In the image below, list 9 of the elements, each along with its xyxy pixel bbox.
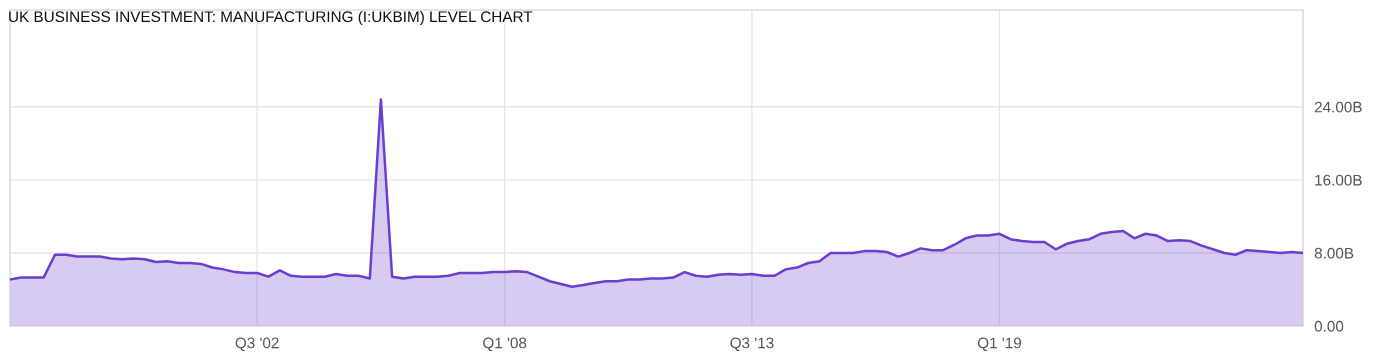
y-tick-label: 8.00B bbox=[1314, 247, 1354, 259]
x-tick-label: Q3 '13 bbox=[730, 337, 774, 352]
chart-title: UK BUSINESS INVESTMENT: MANUFACTURING (I:UKBIM) LEVEL CHART bbox=[9, 10, 533, 26]
x-tick-label: Q1 '19 bbox=[977, 337, 1021, 352]
y-tick-label: 16.00B bbox=[1315, 174, 1362, 186]
y-tick-label: 24.00B bbox=[1314, 101, 1362, 113]
x-tick-label: Q3 '02 bbox=[235, 337, 279, 352]
y-tick-label: 0.00 bbox=[1314, 320, 1344, 332]
x-tick-label: Q1 '08 bbox=[483, 337, 527, 352]
